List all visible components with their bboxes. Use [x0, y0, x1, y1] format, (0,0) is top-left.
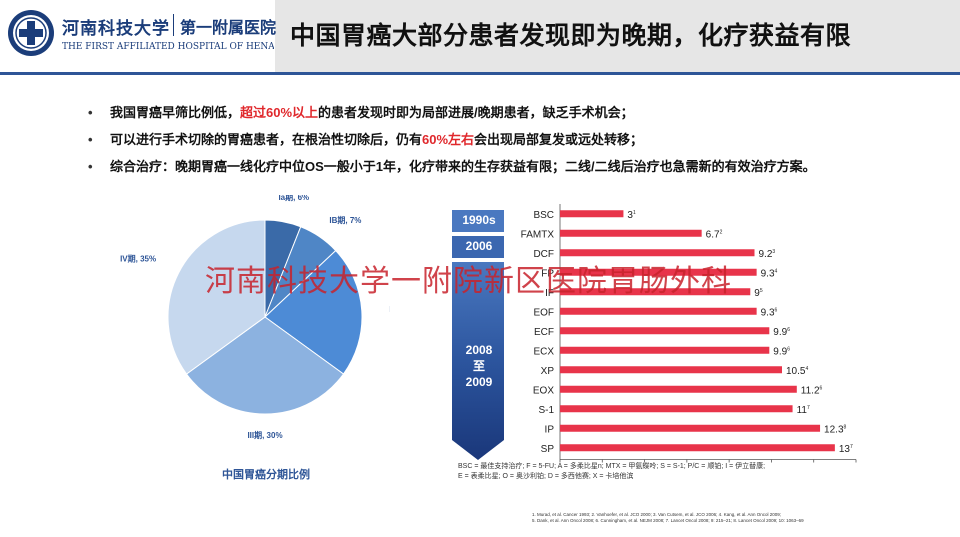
- bar-reference-mark: 6: [787, 346, 790, 352]
- abbreviation-legend: BSC = 最佳支持治疗; F = 5-FU; A = 多柔比星n; MTX =…: [458, 462, 838, 482]
- bar-reference-mark: 7: [850, 444, 853, 450]
- bar-value-label: 9.36: [761, 307, 778, 318]
- era-band-2006: [452, 236, 504, 258]
- bar-reference-mark: 6: [820, 385, 823, 391]
- bar-category-label: S-1: [538, 405, 554, 416]
- bar-category-label: EOX: [533, 385, 554, 396]
- bullet-item: • 我国胃癌早筛比例低，超过60%以上的患者发现时即为局部进展/晚期患者，缺乏手术…: [88, 103, 948, 130]
- bar-value-label: 137: [839, 444, 853, 455]
- bar: [560, 249, 755, 257]
- bar-value-label: 31: [627, 210, 636, 221]
- bar-category-label: BSC: [533, 210, 554, 221]
- bar-category-label: ECX: [533, 346, 554, 357]
- bar-category-label: FAMTX: [521, 229, 555, 240]
- bar: [560, 366, 782, 374]
- bar-value-label: 11.26: [801, 385, 823, 396]
- pie-slice: [167, 219, 266, 375]
- era-band-1990s: [452, 210, 504, 232]
- era-band-2008: [452, 262, 504, 460]
- bar: [560, 327, 770, 335]
- page-title: 中国胃癌大部分患者发现即为晚期，化疗获益有限: [290, 22, 852, 50]
- pie-chart-title: 中国胃癌分期比例: [222, 469, 310, 481]
- logo-area: 河南科技大学 第一附属医院 THE FIRST AFFILIATED HOSPI…: [0, 0, 277, 72]
- reference-line: 1. Murad, et al. Cancer 1993; 2. Vanhoef…: [532, 512, 781, 517]
- bullet-highlight: 超过60%以上: [240, 105, 319, 120]
- bar: [560, 444, 835, 452]
- era-label-1990s: 1990s: [462, 213, 496, 227]
- bullet-item: • 综合治疗：晚期胃癌一线化疗中位OS一般小于1年，化疗带来的生存获益有限；二线/…: [88, 157, 948, 184]
- watermark: 河南科技大学一附院新区医院胃肠外科: [205, 265, 732, 298]
- bar-reference-mark: 1: [633, 210, 636, 216]
- legend-line: BSC = 最佳支持治疗; F = 5-FU; A = 多柔比星n; MTX =…: [458, 463, 766, 470]
- bullet-dot: •: [88, 132, 93, 147]
- bullet-list: • 我国胃癌早筛比例低，超过60%以上的患者发现时即为局部进展/晚期患者，缺乏手术…: [88, 103, 948, 184]
- era-timeline-arrow: [452, 210, 504, 460]
- bar-category-label: EOF: [533, 307, 554, 318]
- pie-slice-label: Ia期, 6%: [278, 195, 309, 202]
- bar-reference-mark: 8: [844, 424, 847, 430]
- bar-reference-mark: 5: [760, 288, 763, 294]
- legend-line: E = 表柔比星; O = 奥沙利铂; D = 多西他赛; X = 卡培他滨: [458, 473, 634, 480]
- bar-reference-mark: 4: [805, 366, 808, 372]
- bar-reference-mark: 6: [787, 327, 790, 333]
- era-label-2006: 2006: [465, 239, 493, 253]
- bar-reference-mark: 2: [720, 229, 723, 235]
- bar-value-label: 9.96: [773, 327, 790, 338]
- bar-value-label: 9.23: [759, 249, 776, 260]
- bar-category-label: SP: [541, 444, 555, 455]
- bar-category-label: DCF: [533, 249, 554, 260]
- bullet-item: • 可以进行手术切除的胃癌患者，在根治性切除后，仍有60%左右会出现局部复发或远处…: [88, 130, 948, 157]
- bar: [560, 210, 624, 218]
- pie-slice-label: II期, 22%: [389, 304, 390, 314]
- era-label-2008-2009: 2008 至 2009: [465, 343, 493, 389]
- pie-slice: [264, 249, 363, 375]
- bar-value-label: 9.34: [761, 268, 778, 279]
- bar-category-label: IP: [545, 424, 555, 435]
- bullet-text: 可以进行手术切除的胃癌患者，在根治性切除后，仍有: [110, 132, 423, 147]
- bar-value-label: 95: [754, 288, 763, 299]
- bar-category-label: XP: [541, 366, 555, 377]
- hospital-name: 河南科技大学: [62, 19, 170, 39]
- references: 1. Murad, et al. Cancer 1993; 2. Vanhoef…: [532, 512, 952, 524]
- reference-line: 5. Dank, et al. Ann Oncol 2008; 6. Cunni…: [532, 518, 804, 523]
- bullet-text: 会出现局部复发或远处转移；: [474, 132, 644, 147]
- bar-reference-mark: 7: [807, 405, 810, 411]
- bullet-text: 的患者发现时即为局部进展/晚期患者，缺乏手术机会；: [318, 105, 634, 120]
- bar-reference-mark: 6: [775, 307, 778, 313]
- bar-category-label: FP: [541, 268, 554, 279]
- bar: [560, 346, 770, 354]
- bar-reference-mark: 3: [772, 249, 775, 255]
- header-separator: [173, 14, 174, 36]
- bar-category-label: ECF: [534, 327, 554, 338]
- bar-value-label: 9.96: [773, 346, 790, 357]
- pie-slice-label: IV期, 35%: [120, 254, 156, 264]
- header-divider: [0, 72, 960, 75]
- bar-value-label: 6.72: [706, 229, 723, 240]
- bar: [560, 307, 757, 315]
- bar-category-label: IF: [545, 288, 554, 299]
- hospital-seal-icon: [8, 10, 54, 56]
- bar: [560, 288, 751, 296]
- bar: [560, 268, 757, 276]
- hospital-english-name: THE FIRST AFFILIATED HOSPITAL OF HENAN U…: [62, 42, 274, 52]
- bullet-dot: •: [88, 159, 93, 174]
- bar-value-label: 10.54: [786, 366, 808, 377]
- pie-slice: [185, 316, 345, 415]
- pie-slice-label: IB期, 7%: [329, 215, 361, 225]
- stage-pie-chart: Ia期, 6% IB期, 7% II期, 22% III期, 30% IV期, 35%: [120, 195, 390, 440]
- pie-slice-label: III期, 30%: [247, 430, 282, 440]
- hospital-department: 第一附属医院: [180, 20, 277, 37]
- bar: [560, 405, 793, 413]
- bar: [560, 229, 702, 237]
- bar: [560, 424, 821, 432]
- bullet-highlight: 60%左右: [422, 132, 475, 147]
- bar-value-label: 117: [797, 405, 810, 416]
- bar: [560, 385, 797, 393]
- bullet-text: 我国胃癌早筛比例低，: [110, 105, 241, 120]
- bullet-text: 综合治疗：晚期胃癌一线化疗中位OS一般小于1年，化疗带来的生存获益有限；二线/二…: [110, 159, 816, 174]
- bar-reference-mark: 4: [775, 268, 778, 274]
- bullet-dot: •: [88, 105, 93, 120]
- bar-value-label: 12.38: [824, 424, 846, 435]
